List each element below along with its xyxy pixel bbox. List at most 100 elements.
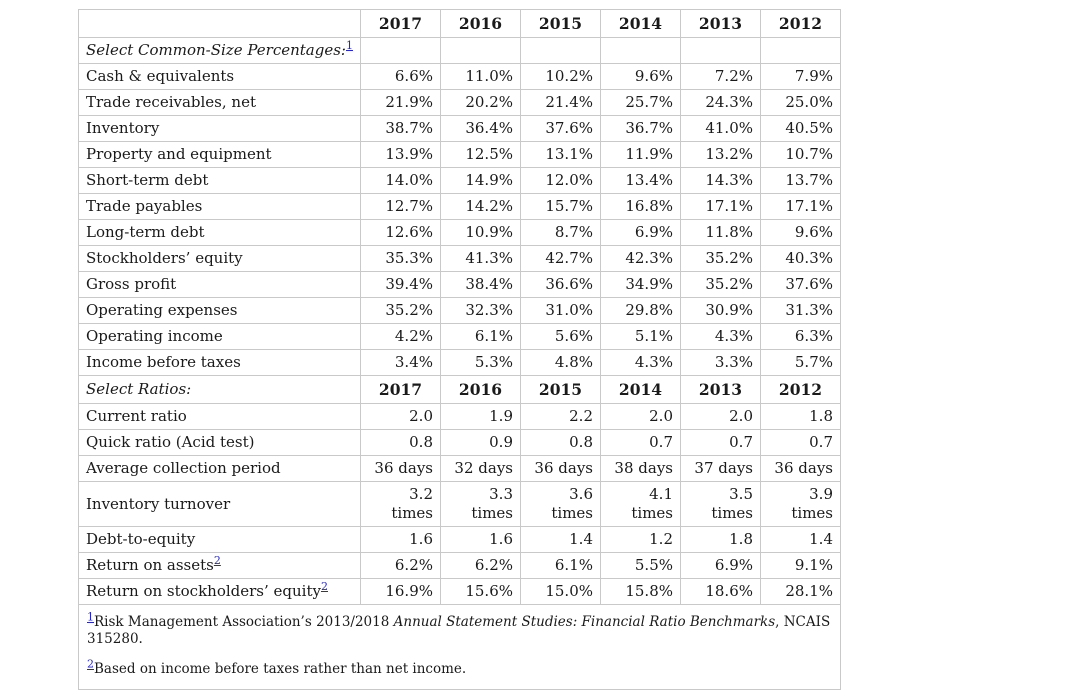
- cell-value: 10.9%: [440, 219, 521, 246]
- year-header-2013: 2013: [680, 9, 761, 38]
- row-label: Trade receivables, net: [78, 89, 361, 116]
- cell-value: 2.0: [600, 403, 681, 430]
- cell-value: 14.0%: [360, 167, 441, 194]
- cell-value: 5.1%: [600, 323, 681, 350]
- cell-value: 6.3%: [760, 323, 841, 350]
- cell-value: 6.6%: [360, 63, 441, 90]
- cell-value: 6.2%: [360, 552, 441, 579]
- cell-value: 5.7%: [760, 349, 841, 376]
- cell-value: 3.5 times: [680, 481, 761, 527]
- cell-value: 4.8%: [520, 349, 601, 376]
- corner-cell: [78, 9, 361, 38]
- cell-value: 1.8: [680, 526, 761, 553]
- cell-value: 4.3%: [680, 323, 761, 350]
- year-header-2017: 2017: [360, 9, 441, 38]
- cell-value: 34.9%: [600, 271, 681, 298]
- cell-value: 11.8%: [680, 219, 761, 246]
- cell-value: 8.7%: [520, 219, 601, 246]
- cell-value: 0.8: [520, 429, 601, 456]
- empty-cell: [360, 37, 441, 64]
- cell-value: 13.4%: [600, 167, 681, 194]
- row-label: Return on assets2: [78, 552, 361, 579]
- cell-value: 6.2%: [440, 552, 521, 579]
- footnote-1: 1Risk Management Association’s 2013/2018…: [87, 610, 831, 648]
- cell-value: 1.4: [520, 526, 601, 553]
- section-header-row: Select Ratios: 2017 2016 2015 2014 2013 2012: [78, 375, 841, 404]
- cell-value: 13.2%: [680, 141, 761, 168]
- row-label: Long-term debt: [78, 219, 361, 246]
- footnote-row: 1Risk Management Association’s 2013/2018…: [78, 604, 841, 690]
- cell-value: 0.7: [600, 429, 681, 456]
- cell-value: 36 days: [360, 455, 441, 482]
- row-label: Operating income: [78, 323, 361, 350]
- table-row: Short-term debt 14.0% 14.9% 12.0% 13.4% 14.3%…: [78, 167, 841, 194]
- cell-value: 6.1%: [440, 323, 521, 350]
- cell-value: 6.9%: [600, 219, 681, 246]
- table-row: Long-term debt 12.6% 10.9% 8.7% 6.9% 11.8% 9.6…: [78, 219, 841, 246]
- table-row: Cash & equivalents 6.6% 11.0% 10.2% 9.6% 7.2%…: [78, 63, 841, 90]
- cell-value: 36 days: [520, 455, 601, 482]
- cell-value: 1.9: [440, 403, 521, 430]
- cell-value: 25.0%: [760, 89, 841, 116]
- footnote-anchor-link-2[interactable]: 2: [87, 657, 94, 671]
- table-row: Operating income 4.2% 6.1% 5.6% 5.1% 4.3% 6.3%: [78, 323, 841, 350]
- row-label: Cash & equivalents: [78, 63, 361, 90]
- cell-value: 13.9%: [360, 141, 441, 168]
- table-header-row: 2017 2016 2015 2014 2013 2012: [78, 9, 841, 38]
- cell-value: 36 days: [760, 455, 841, 482]
- cell-value: 11.9%: [600, 141, 681, 168]
- cell-value: 16.9%: [360, 578, 441, 605]
- table-row: Operating expenses 35.2% 32.3% 31.0% 29.8% 30…: [78, 297, 841, 324]
- cell-value: 1.2: [600, 526, 681, 553]
- financial-ratios-table: 2017 2016 2015 2014 2013 2012 Select Common-Si…: [78, 9, 841, 690]
- cell-value: 37.6%: [760, 271, 841, 298]
- cell-value: 35.3%: [360, 245, 441, 272]
- table-row: Current ratio 2.0 1.9 2.2 2.0 2.0 1.8: [78, 403, 841, 430]
- cell-value: 12.0%: [520, 167, 601, 194]
- cell-value: 9.6%: [600, 63, 681, 90]
- empty-cell: [520, 37, 601, 64]
- footnote-ref-link-1[interactable]: 1: [345, 39, 353, 52]
- footnote-ref-link-2[interactable]: 2: [320, 580, 328, 593]
- cell-value: 36.6%: [520, 271, 601, 298]
- footnote-italic-title: Annual Statement Studies: Financial Rati…: [393, 614, 776, 630]
- cell-value: 1.6: [360, 526, 441, 553]
- cell-value: 3.3%: [680, 349, 761, 376]
- cell-value: 12.5%: [440, 141, 521, 168]
- row-label: Inventory turnover: [78, 481, 361, 527]
- cell-value: 29.8%: [600, 297, 681, 324]
- cell-value: 1.8: [760, 403, 841, 430]
- cell-value: 41.3%: [440, 245, 521, 272]
- cell-value: 42.3%: [600, 245, 681, 272]
- section-title-text: Select Ratios:: [86, 380, 192, 398]
- cell-value: 15.8%: [600, 578, 681, 605]
- footnotes: 1Risk Management Association’s 2013/2018…: [78, 604, 841, 690]
- cell-value: 21.4%: [520, 89, 601, 116]
- cell-value: 4.1 times: [600, 481, 681, 527]
- cell-value: 5.5%: [600, 552, 681, 579]
- cell-value: 35.2%: [360, 297, 441, 324]
- footnote-ref-link-2[interactable]: 2: [213, 554, 221, 567]
- cell-value: 11.0%: [440, 63, 521, 90]
- table-row: Income before taxes 3.4% 5.3% 4.8% 4.3% 3.3% 5…: [78, 349, 841, 376]
- year-header-2014: 2014: [600, 9, 681, 38]
- year-header-2013: 2013: [680, 375, 761, 404]
- cell-value: 21.9%: [360, 89, 441, 116]
- cell-value: 6.1%: [520, 552, 601, 579]
- empty-cell: [440, 37, 521, 64]
- row-label: Average collection period: [78, 455, 361, 482]
- cell-value: 38.4%: [440, 271, 521, 298]
- cell-value: 41.0%: [680, 115, 761, 142]
- cell-value: 37.6%: [520, 115, 601, 142]
- cell-value: 16.8%: [600, 193, 681, 220]
- table-row: Property and equipment 13.9% 12.5% 13.1% 11.…: [78, 141, 841, 168]
- cell-value: 18.6%: [680, 578, 761, 605]
- cell-value: 15.7%: [520, 193, 601, 220]
- cell-value: 2.2: [520, 403, 601, 430]
- table-row: Trade payables 12.7% 14.2% 15.7% 16.8% 17.1% 1…: [78, 193, 841, 220]
- cell-value: 35.2%: [680, 271, 761, 298]
- cell-value: 4.3%: [600, 349, 681, 376]
- cell-value: 17.1%: [680, 193, 761, 220]
- footnote-anchor-link-1[interactable]: 1: [87, 610, 94, 624]
